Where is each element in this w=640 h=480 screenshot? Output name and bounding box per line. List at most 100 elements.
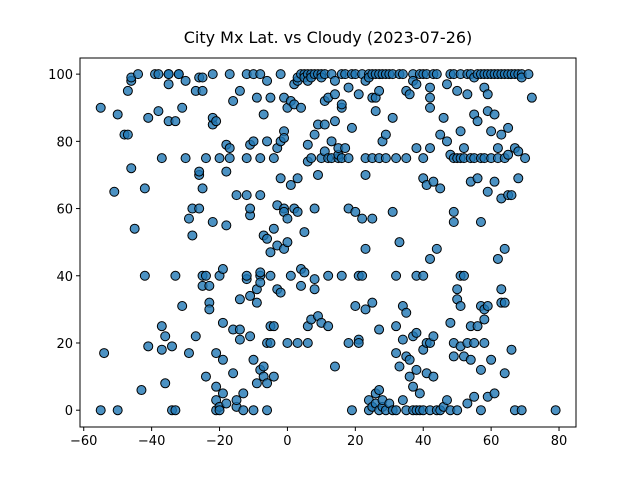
scatter-point — [360, 169, 371, 180]
scatter-point — [374, 324, 385, 335]
scatter-point — [469, 391, 480, 402]
scatter-point — [387, 112, 398, 123]
y-tick-label: 80 — [56, 135, 73, 150]
scatter-point — [170, 116, 181, 127]
scatter-point — [133, 69, 144, 80]
scatter-point — [221, 220, 232, 231]
scatter-point — [425, 92, 436, 103]
scatter-point — [129, 223, 140, 234]
scatter-point — [217, 354, 228, 365]
scatter-point — [296, 280, 307, 291]
y-tick-label: 60 — [56, 203, 73, 218]
scatter-point — [411, 364, 422, 375]
scatter-point — [526, 92, 537, 103]
scatter-point — [503, 122, 514, 133]
scatter-point — [262, 405, 273, 416]
scatter-point — [380, 153, 391, 164]
scatter-point — [394, 237, 405, 248]
scatter-point — [200, 270, 211, 281]
scatter-point — [139, 270, 150, 281]
scatter-point — [217, 317, 228, 328]
scatter-point — [241, 190, 252, 201]
scatter-point — [496, 284, 507, 295]
scatter-point — [251, 92, 262, 103]
scatter-point — [452, 85, 463, 96]
scatter-point — [343, 82, 354, 93]
scatter-point — [262, 378, 273, 389]
x-tick-label: 20 — [347, 434, 364, 449]
scatter-point — [438, 112, 449, 123]
scatter-point — [143, 341, 154, 352]
scatter-point — [122, 85, 133, 96]
scatter-point — [251, 378, 262, 389]
scatter-point — [292, 337, 303, 348]
scatter-point — [245, 331, 256, 342]
scatter-point — [435, 129, 446, 140]
scatter-point — [506, 190, 517, 201]
scatter-point — [343, 153, 354, 164]
scatter-point — [309, 203, 320, 214]
scatter-point — [397, 69, 408, 80]
scatter-point — [170, 270, 181, 281]
scatter-point — [204, 280, 215, 291]
scatter-point — [275, 287, 286, 298]
scatter-point — [197, 85, 208, 96]
scatter-point — [126, 163, 137, 174]
scatter-point — [486, 126, 497, 137]
scatter-point — [499, 243, 510, 254]
scatter-point — [268, 371, 279, 382]
scatter-point — [99, 348, 110, 359]
scatter-point — [302, 139, 313, 150]
scatter-point — [309, 284, 320, 295]
scatter-point — [472, 321, 483, 332]
scatter-point — [228, 96, 239, 107]
scatter-point — [275, 173, 286, 184]
scatter-point — [204, 304, 215, 315]
scatter-point — [496, 129, 507, 140]
scatter-point — [482, 301, 493, 312]
scatter-point — [455, 301, 466, 312]
scatter-point — [482, 89, 493, 100]
x-tick-label: −40 — [138, 434, 165, 449]
scatter-point — [282, 237, 293, 248]
scatter-point — [448, 351, 459, 362]
scatter-point — [187, 230, 198, 241]
scatter-point — [462, 89, 473, 100]
scatter-point — [302, 337, 313, 348]
scatter-point — [214, 153, 225, 164]
scatter-point — [401, 307, 412, 318]
scatter-point — [516, 405, 527, 416]
scatter-point — [404, 371, 415, 382]
scatter-point — [397, 334, 408, 345]
scatter-point — [224, 143, 235, 154]
scatter-point — [391, 270, 402, 281]
scatter-point — [234, 334, 245, 345]
scatter-point — [241, 153, 252, 164]
scatter-point — [411, 327, 422, 338]
scatter-point — [425, 82, 436, 93]
y-tick-label: 0 — [65, 404, 73, 419]
scatter-point — [255, 277, 266, 288]
scatter-point — [231, 395, 242, 406]
scatter-point — [374, 385, 385, 396]
scatter-point — [425, 143, 436, 154]
scatter-point — [285, 180, 296, 191]
scatter-point — [109, 186, 120, 197]
scatter-point — [156, 344, 167, 355]
scatter-point — [214, 405, 225, 416]
scatter-point — [441, 395, 452, 406]
scatter-point — [336, 99, 347, 110]
scatter-point — [312, 169, 323, 180]
scatter-point — [425, 253, 436, 264]
scatter-point — [418, 153, 429, 164]
scatter-point — [503, 149, 514, 160]
scatter-point — [492, 253, 503, 264]
scatter-point — [197, 72, 208, 83]
scatter-point — [401, 153, 412, 164]
scatter-point — [296, 102, 307, 113]
scatter-point — [245, 290, 256, 301]
scatter-point — [194, 203, 205, 214]
scatter-point — [122, 129, 133, 140]
y-tick-label: 40 — [56, 270, 73, 285]
